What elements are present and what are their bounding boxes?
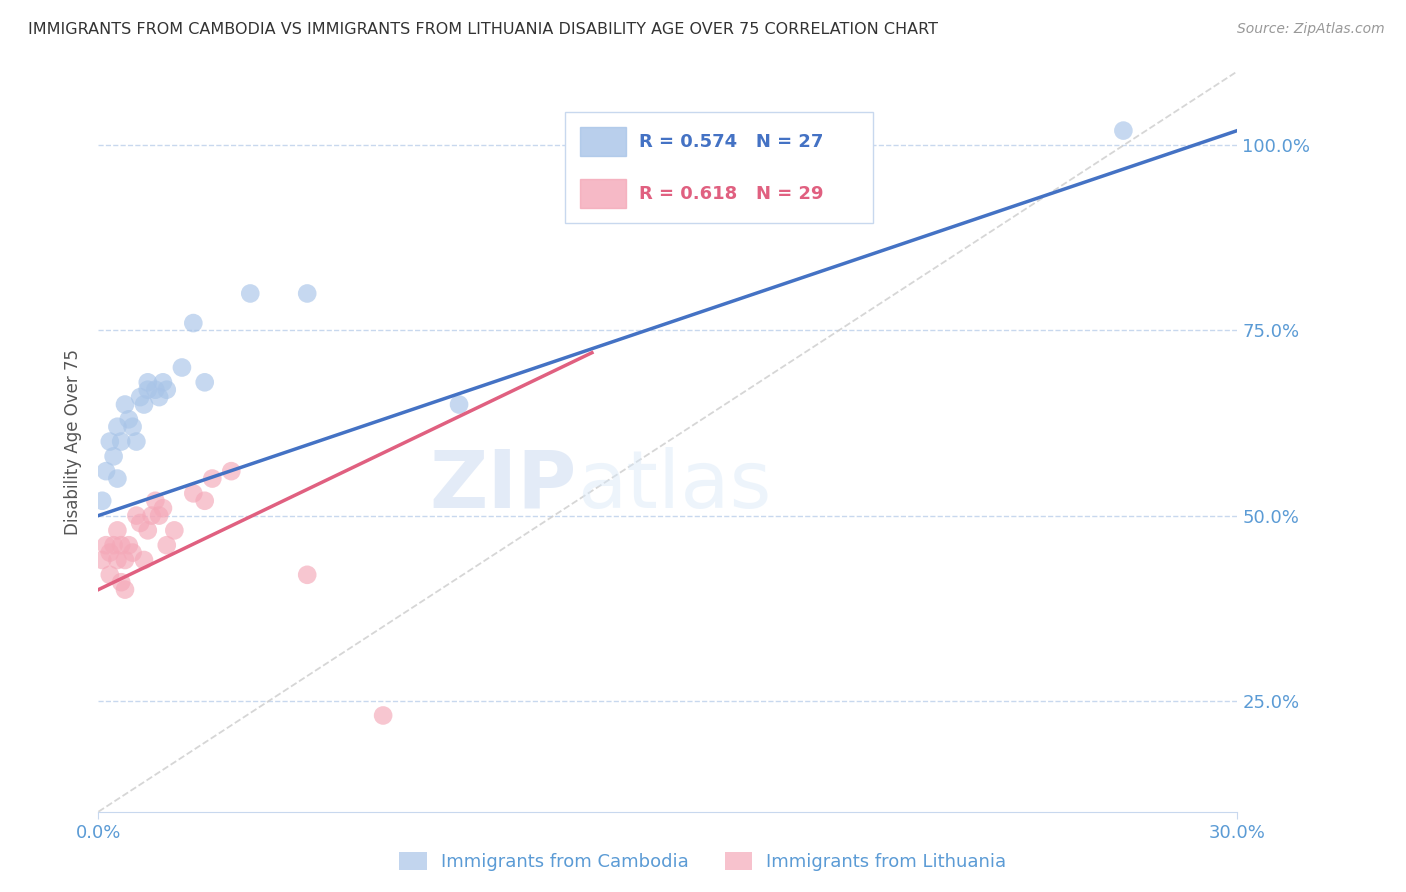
Point (156, 538, 179, 552)
Point (121, 419, 143, 434)
Point (94, 464, 117, 478)
Point (136, 524, 159, 538)
Point (125, 508, 148, 523)
Point (103, 450, 125, 464)
Point (107, 553, 129, 567)
Point (239, 286, 262, 301)
Point (110, 575, 132, 590)
Point (121, 545, 143, 560)
Point (91, 493, 114, 508)
Point (118, 538, 141, 552)
Point (107, 419, 129, 434)
Point (141, 508, 163, 523)
Text: Source: ZipAtlas.com: Source: ZipAtlas.com (1237, 22, 1385, 37)
FancyBboxPatch shape (565, 112, 873, 223)
Point (156, 383, 179, 397)
Point (733, 175, 755, 190)
Point (297, 286, 319, 301)
Point (194, 493, 217, 508)
Point (132, 553, 155, 567)
Point (183, 316, 205, 330)
Legend: Immigrants from Cambodia, Immigrants from Lithuania: Immigrants from Cambodia, Immigrants fro… (392, 846, 1014, 879)
Point (98, 434, 121, 449)
Point (170, 360, 193, 375)
Point (125, 434, 148, 449)
Point (449, 398, 471, 412)
Point (221, 464, 243, 478)
Point (148, 508, 170, 523)
Point (129, 390, 152, 404)
Point (114, 582, 136, 597)
Point (129, 516, 152, 530)
Point (148, 390, 170, 404)
Point (91, 553, 114, 567)
Point (94, 538, 117, 552)
Point (371, 708, 394, 723)
Y-axis label: Disability Age Over 75: Disability Age Over 75 (65, 349, 83, 534)
Point (114, 553, 136, 567)
Bar (581, 128, 626, 156)
Point (183, 486, 205, 500)
Point (136, 383, 159, 397)
Point (152, 376, 174, 390)
Point (297, 567, 319, 582)
Text: R = 0.618   N = 29: R = 0.618 N = 29 (640, 185, 824, 202)
Point (103, 538, 125, 552)
Point (145, 493, 167, 508)
Point (145, 383, 167, 397)
Point (110, 538, 132, 552)
Point (136, 376, 159, 390)
Point (107, 471, 129, 485)
Point (194, 376, 217, 390)
Point (110, 434, 132, 449)
Point (1112, 123, 1135, 137)
Point (163, 524, 186, 538)
Text: ZIP: ZIP (429, 447, 576, 525)
Point (118, 412, 141, 426)
Text: IMMIGRANTS FROM CAMBODIA VS IMMIGRANTS FROM LITHUANIA DISABILITY AGE OVER 75 COR: IMMIGRANTS FROM CAMBODIA VS IMMIGRANTS F… (28, 22, 938, 37)
Point (114, 398, 136, 412)
Point (152, 501, 174, 516)
Point (201, 471, 224, 485)
Point (98, 545, 121, 560)
Text: atlas: atlas (576, 447, 770, 525)
Point (98, 567, 121, 582)
Bar (581, 179, 626, 208)
Point (132, 398, 155, 412)
Text: R = 0.574   N = 27: R = 0.574 N = 27 (640, 133, 824, 151)
Point (107, 524, 129, 538)
